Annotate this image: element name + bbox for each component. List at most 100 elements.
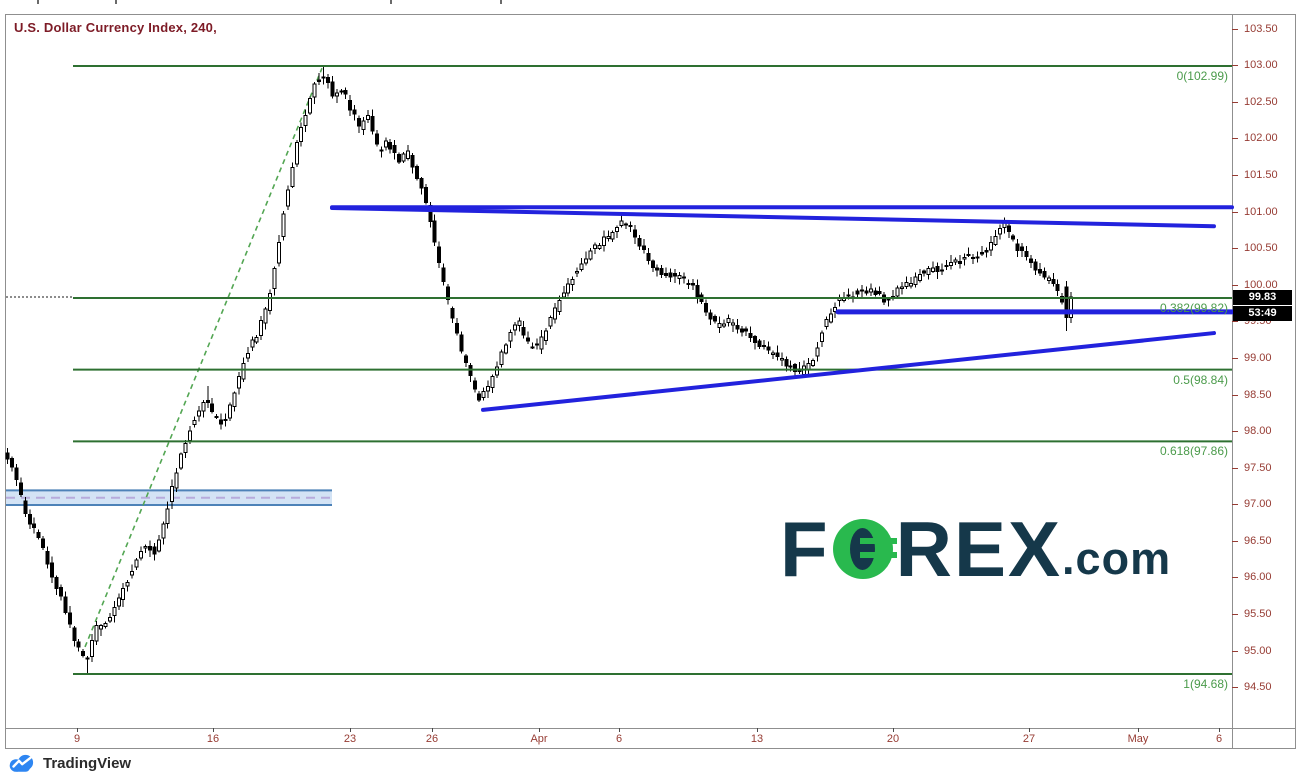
candle-body xyxy=(828,313,833,323)
candle-body xyxy=(81,650,86,656)
candle-body xyxy=(63,596,68,614)
price-tick-label: 96.00 xyxy=(1244,571,1272,584)
candle-body xyxy=(1051,279,1056,284)
fib-label-0.618: 0.618(97.86) xyxy=(1159,444,1228,459)
time-tick-label: 16 xyxy=(206,733,220,745)
price-tick-label: 102.00 xyxy=(1244,132,1278,145)
candle-body xyxy=(312,83,317,98)
candle-body xyxy=(348,100,353,111)
candle-body xyxy=(152,546,157,555)
time-tick xyxy=(757,728,758,732)
candle-body xyxy=(1011,235,1016,240)
candle-body xyxy=(588,250,593,260)
tradingview-logo[interactable]: TradingView xyxy=(8,753,131,773)
fib-trendline xyxy=(84,67,323,648)
candle-body xyxy=(530,346,535,349)
candle-body xyxy=(997,227,1002,235)
candle-body xyxy=(677,275,682,280)
candle-body xyxy=(521,327,526,336)
candle-body xyxy=(76,641,81,648)
candle-body xyxy=(512,324,517,331)
candle-body xyxy=(1033,261,1038,271)
candle-body xyxy=(664,273,669,276)
fib-label-0.382: 0.382(99.82) xyxy=(1159,300,1228,315)
candle-body xyxy=(762,345,766,348)
price-tick-label: 103.00 xyxy=(1244,59,1278,72)
candle-body xyxy=(543,330,548,341)
candle-body xyxy=(868,288,873,293)
candle-body xyxy=(726,318,731,324)
candle-body xyxy=(730,322,735,326)
candle-body xyxy=(134,559,139,568)
plot-border-right xyxy=(1295,14,1296,749)
forex-dotcom: .com xyxy=(1062,533,1172,584)
candle-body xyxy=(325,76,330,84)
candle-body xyxy=(423,187,428,204)
candle-body xyxy=(268,293,273,312)
time-tick-label: May xyxy=(1127,733,1149,745)
candle-body xyxy=(913,276,918,286)
candle-body xyxy=(14,467,19,481)
candle-body xyxy=(503,344,508,354)
candle-body xyxy=(45,550,50,565)
candle-body xyxy=(753,336,758,343)
cropped-text-fragment xyxy=(37,0,39,4)
candle-body xyxy=(183,443,188,453)
candle-body xyxy=(610,231,615,240)
candle-body xyxy=(339,90,344,93)
candle-body xyxy=(50,562,54,578)
candle-body xyxy=(303,114,308,126)
candle-body xyxy=(174,472,179,489)
candle-body xyxy=(619,220,624,226)
candle-body xyxy=(993,235,998,245)
candle-body xyxy=(655,267,660,271)
candle-body xyxy=(935,265,940,273)
candle-body xyxy=(566,283,571,294)
candle-body xyxy=(708,312,713,320)
candle-body xyxy=(437,246,442,264)
time-tick xyxy=(893,728,894,732)
price-tick xyxy=(1232,285,1238,286)
candle-body xyxy=(139,550,143,559)
price-tick xyxy=(1232,65,1238,66)
candle-body xyxy=(721,323,726,327)
candle-body xyxy=(365,114,370,121)
candle-body xyxy=(116,597,121,607)
forex-o-bar xyxy=(859,538,897,544)
time-tick-label: 9 xyxy=(73,733,81,745)
price-tick-label: 95.50 xyxy=(1244,608,1272,621)
fib-label-1: 1(94.68) xyxy=(1183,677,1228,692)
candle-body xyxy=(584,258,588,264)
candle-body xyxy=(352,109,357,115)
candle-body xyxy=(219,419,224,425)
price-tick-label: 96.50 xyxy=(1244,534,1272,547)
candle-body xyxy=(646,252,651,262)
cropped-text-fragment xyxy=(115,0,117,4)
candle-body xyxy=(922,270,927,274)
candle-body xyxy=(486,386,491,392)
candle-body xyxy=(948,261,953,266)
candle-body xyxy=(1064,286,1069,319)
cropped-text-fragment xyxy=(390,0,392,4)
candle-body xyxy=(210,403,215,412)
candle-body xyxy=(971,257,976,260)
price-tick-label: 100.50 xyxy=(1244,242,1278,255)
candle-body xyxy=(552,307,557,320)
candle-body xyxy=(810,360,815,366)
candle-body xyxy=(36,532,41,539)
forex-watermark: F REX .com xyxy=(780,506,1171,592)
candle-body xyxy=(508,332,513,342)
candle-body xyxy=(557,299,562,312)
candle-body xyxy=(975,256,980,259)
candle-body xyxy=(926,267,931,276)
candle-body xyxy=(695,284,700,298)
candle-body xyxy=(334,92,339,97)
candle-body xyxy=(94,625,99,642)
candle-body xyxy=(788,365,793,368)
price-tick xyxy=(1232,651,1238,652)
time-axis-separator xyxy=(5,728,1296,729)
candle-body xyxy=(317,79,321,82)
candle-body xyxy=(41,538,46,549)
time-tick xyxy=(1219,728,1220,732)
